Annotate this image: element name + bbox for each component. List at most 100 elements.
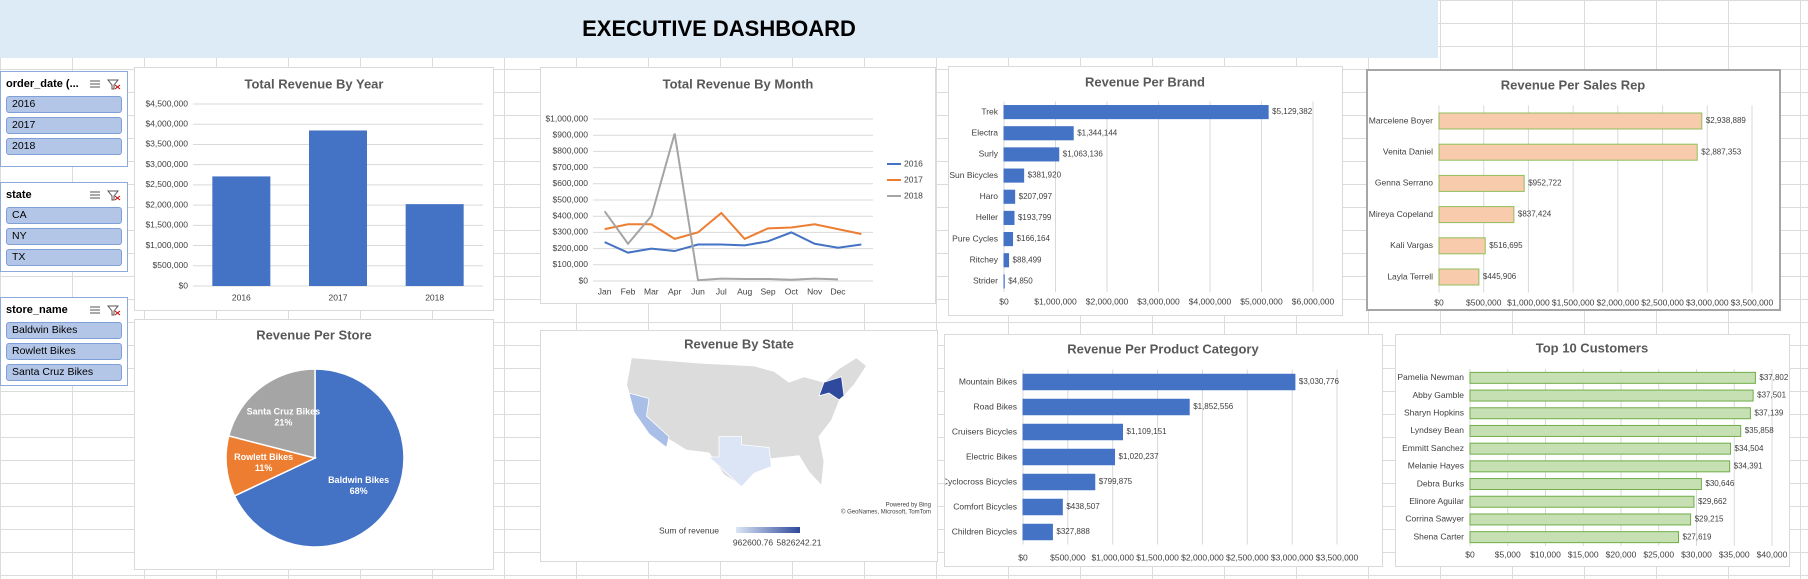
bar — [1438, 174, 1525, 192]
slicer-item[interactable]: Santa Cruz Bikes — [6, 364, 122, 381]
chart-title: Revenue Per Store — [256, 327, 372, 342]
chart: Total Revenue By Month $0 $100,000 $200,000… — [545, 76, 923, 296]
map-attribution: © GeoNames, Microsoft, TomTom — [841, 509, 931, 516]
y-tick-label: Shena Carter — [1413, 531, 1464, 541]
data-label: $207,097 — [1019, 192, 1053, 201]
data-label: $27,619 — [1683, 532, 1712, 541]
y-tick-label: Electra — [972, 128, 999, 138]
data-label: $1,344,144 — [1077, 128, 1118, 137]
bar — [1438, 268, 1480, 286]
slice-value-label: 11% — [255, 463, 273, 473]
y-tick-label: $900,000 — [553, 129, 589, 139]
bar — [1469, 531, 1680, 544]
y-tick-label: $0 — [579, 275, 589, 285]
slicer-item[interactable]: TX — [6, 249, 122, 266]
x-tick-label: $0 — [1465, 549, 1475, 559]
slicer-title: store_name — [6, 304, 68, 316]
chart-title: Top 10 Customers — [1536, 340, 1648, 355]
bar — [1003, 126, 1074, 141]
chart-title: Total Revenue By Year — [245, 76, 384, 91]
y-tick-label: Cyclocross Bicycles — [945, 476, 1017, 486]
y-tick-label: $100,000 — [553, 259, 589, 269]
x-tick-label: $500,000 — [1466, 297, 1502, 307]
x-tick-label: Dec — [830, 286, 846, 296]
x-tick-label: Feb — [621, 286, 636, 296]
y-tick-label: Emmitt Sanchez — [1402, 443, 1464, 453]
bar — [1022, 473, 1096, 491]
slicer-item[interactable]: 2018 — [6, 138, 122, 155]
x-tick-label: $0 — [1434, 297, 1444, 307]
slice-value-label: 68% — [350, 486, 368, 496]
x-tick-label: $0 — [999, 296, 1009, 306]
chart-panel: Top 10 Customers $0 $5,000 $10,000 $15,000 $2… — [1395, 334, 1790, 567]
data-label: $1,063,136 — [1063, 150, 1104, 159]
y-tick-label: $1,000,000 — [145, 240, 188, 250]
bar — [1438, 143, 1698, 161]
bar — [1022, 373, 1296, 391]
y-tick-label: Children Bicycles — [952, 526, 1017, 536]
bar — [1438, 112, 1703, 130]
data-label: $35,858 — [1745, 426, 1774, 435]
slicer-item[interactable]: NY — [6, 228, 122, 245]
y-tick-label: Comfort Bicycles — [953, 501, 1017, 511]
bar — [1469, 407, 1751, 420]
slice-label: Rowlett Bikes — [234, 452, 293, 462]
bar — [1469, 371, 1756, 384]
bar — [1003, 232, 1014, 247]
chart-title: Revenue Per Product Category — [1067, 341, 1259, 356]
chart-title: Total Revenue By Month — [663, 76, 814, 91]
slicer-icons[interactable] — [88, 304, 122, 316]
legend-label: 2018 — [904, 190, 923, 200]
y-tick-label: $500,000 — [553, 194, 589, 204]
y-tick-label: $3,000,000 — [145, 159, 188, 169]
legend-min: 962600.76 — [733, 537, 773, 547]
x-tick-label: Aug — [737, 286, 752, 296]
slicer-icons[interactable] — [88, 78, 122, 90]
y-tick-label: Melanie Hayes — [1408, 461, 1464, 471]
x-tick-label: $6,000,000 — [1292, 296, 1335, 306]
y-tick-label: Sharyn Hopkins — [1404, 408, 1464, 418]
y-tick-label: Elinore Aguilar — [1409, 496, 1464, 506]
x-tick-label: $2,500,000 — [1641, 297, 1684, 307]
slicer-item[interactable]: CA — [6, 207, 122, 224]
bar — [212, 176, 271, 286]
data-label: $516,695 — [1489, 241, 1523, 250]
x-tick-label: $5,000 — [1495, 549, 1521, 559]
x-tick-label: $4,000,000 — [1189, 296, 1232, 306]
us-map — [627, 358, 867, 487]
slicer-item[interactable]: Baldwin Bikes — [6, 322, 122, 339]
chart: Revenue By State Sum of revenue 962600.7… — [541, 331, 937, 561]
slicer: order_date (... 2016 2017 2018 — [0, 71, 128, 167]
slicer-item[interactable]: 2017 — [6, 117, 122, 134]
data-label: $30,646 — [1705, 479, 1734, 488]
bar — [1022, 398, 1190, 416]
x-tick-label: $2,500,000 — [1226, 552, 1269, 562]
y-tick-label: $700,000 — [553, 162, 589, 172]
slicer-item[interactable]: Rowlett Bikes — [6, 343, 122, 360]
data-label: $166,164 — [1017, 234, 1051, 243]
y-tick-label: $300,000 — [553, 227, 589, 237]
y-tick-label: Electric Bikes — [966, 451, 1017, 461]
x-tick-label: $0 — [1018, 552, 1028, 562]
chart-panel: Revenue Per Sales Rep $0 $500,000 $1,000,00… — [1366, 69, 1781, 311]
data-label: $837,424 — [1518, 210, 1552, 219]
chart-panel: Revenue Per Brand $0 $1,000,000 $2,000,000 $… — [948, 66, 1343, 316]
pie-slice — [233, 368, 405, 548]
data-label: $327,888 — [1056, 527, 1090, 536]
x-tick-label: $25,000 — [1643, 549, 1674, 559]
slicer-item[interactable]: 2016 — [6, 96, 122, 113]
y-tick-label: Pure Cycles — [952, 233, 998, 243]
x-tick-label: Sep — [760, 286, 775, 296]
y-tick-label: Surly — [979, 149, 999, 159]
data-label: $1,852,556 — [1193, 402, 1234, 411]
x-tick-label: $35,000 — [1719, 549, 1750, 559]
data-label: $445,906 — [1483, 272, 1517, 281]
x-tick-label: $1,500,000 — [1552, 297, 1595, 307]
bar — [1022, 448, 1116, 466]
x-tick-label: $10,000 — [1530, 549, 1561, 559]
slicer: store_name Baldwin Bikes Rowlett Bikes S… — [0, 297, 128, 386]
chart-panel: Total Revenue By Month $0 $100,000 $200,000… — [540, 67, 936, 304]
chart-title: Revenue By State — [684, 336, 794, 351]
legend-label: 2017 — [904, 174, 923, 184]
slicer-icons[interactable] — [88, 189, 122, 201]
